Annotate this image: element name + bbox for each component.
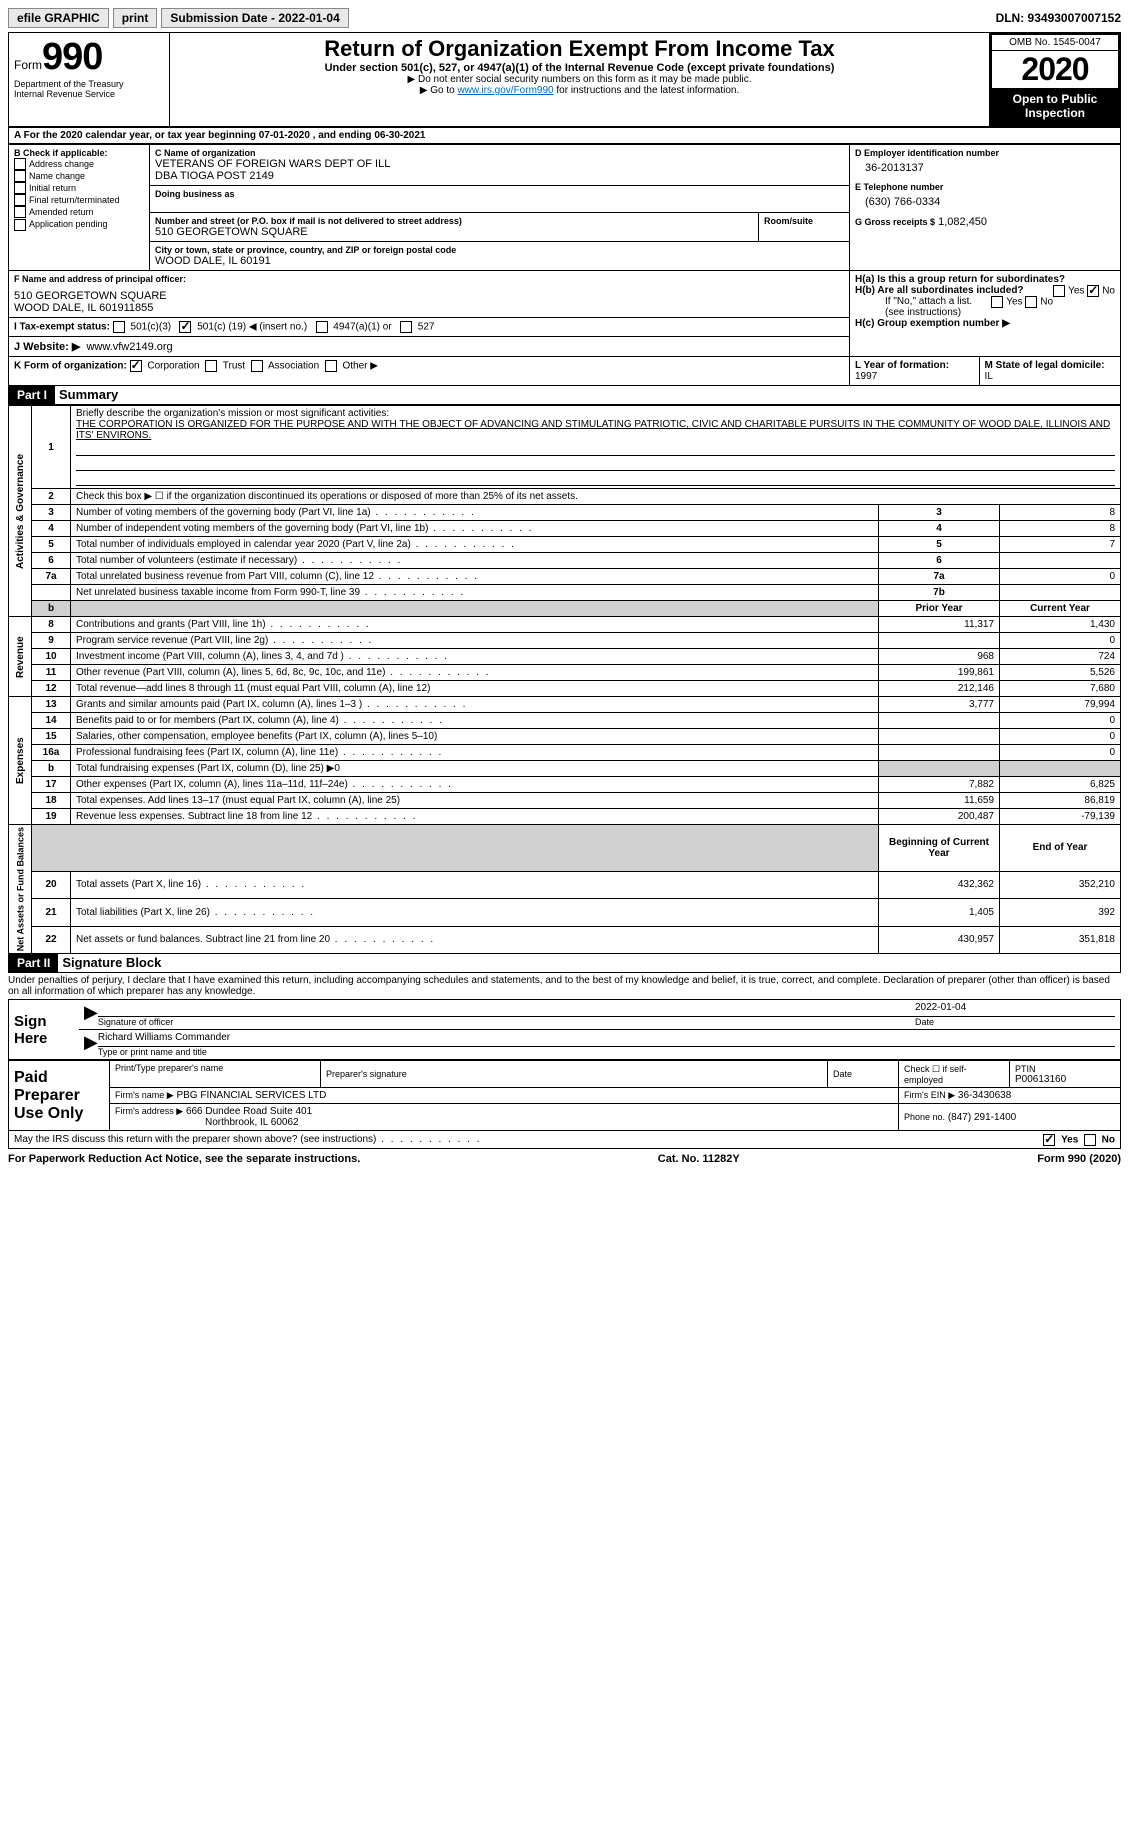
h-b-note: If "No," attach a list. (see instruction… (855, 296, 1115, 318)
phone-value: (630) 766-0334 (855, 192, 1115, 216)
sig-date-label: Date (915, 1017, 1115, 1027)
box-j-label: J Website: ▶ (14, 341, 80, 353)
form-title: Return of Organization Exempt From Incom… (175, 36, 984, 62)
h-c: H(c) Group exemption number ▶ (855, 318, 1115, 329)
footer-left: For Paperwork Reduction Act Notice, see … (8, 1153, 360, 1165)
website-value: www.vfw2149.org (86, 341, 172, 353)
street-addr: 510 GEORGETOWN SQUARE (155, 226, 753, 238)
top-bar: efile GRAPHIC print Submission Date - 20… (8, 8, 1121, 28)
dba-label: Doing business as (155, 189, 844, 199)
footer-right: Form 990 (2020) (1037, 1153, 1121, 1165)
chk-4947[interactable] (316, 321, 328, 333)
instr-pre: ▶ Go to (420, 85, 458, 96)
period-line: A For the 2020 calendar year, or tax yea… (8, 128, 1121, 144)
chk-trust[interactable] (205, 360, 217, 372)
chk-initial[interactable]: Initial return (14, 182, 144, 194)
box-k-label: K Form of organization: (14, 361, 127, 372)
q1-answer: THE CORPORATION IS ORGANIZED FOR THE PUR… (76, 419, 1110, 441)
chk-address[interactable]: Address change (14, 158, 144, 170)
signature-table: Sign Here ▶ Signature of officer 2022-01… (8, 999, 1121, 1060)
q1-text: Briefly describe the organization's miss… (76, 408, 389, 419)
side-expenses: Expenses (9, 697, 32, 825)
form-header: Form 990 Department of the Treasury Inte… (8, 32, 1121, 128)
may-irs-row: May the IRS discuss this return with the… (8, 1131, 1121, 1149)
box-d-label: D Employer identification number (855, 148, 1115, 158)
chk-527[interactable] (400, 321, 412, 333)
chk-other[interactable] (325, 360, 337, 372)
form-990-logo: Form 990 (14, 36, 164, 79)
page-footer: For Paperwork Reduction Act Notice, see … (8, 1153, 1121, 1165)
tax-year: 2020 (992, 51, 1118, 88)
side-activities: Activities & Governance (9, 406, 32, 617)
chk-pending[interactable]: Application pending (14, 218, 144, 230)
room-label: Room/suite (764, 216, 844, 226)
side-revenue: Revenue (9, 617, 32, 697)
officer-addr1: 510 GEORGETOWN SQUARE (14, 290, 844, 302)
chk-501c3[interactable] (113, 321, 125, 333)
chk-assoc[interactable] (251, 360, 263, 372)
sig-officer-label: Signature of officer (98, 1017, 915, 1027)
form-word: Form (14, 58, 42, 72)
officer-addr2: WOOD DALE, IL 601911855 (14, 302, 844, 314)
city-value: WOOD DALE, IL 60191 (155, 255, 844, 267)
submission-date: Submission Date - 2022-01-04 (161, 8, 348, 28)
dept-treasury: Department of the Treasury (14, 79, 164, 89)
irs-link[interactable]: www.irs.gov/Form990 (457, 85, 553, 96)
form-subtitle: Under section 501(c), 527, or 4947(a)(1)… (175, 62, 984, 74)
ein-value: 36-2013137 (855, 158, 1115, 182)
sign-here-label: Sign Here (9, 1000, 80, 1060)
omb-number: OMB No. 1545-0047 (992, 35, 1118, 51)
officer-name: Richard Williams Commander (98, 1032, 1115, 1047)
box-f-label: F Name and address of principal officer: (14, 274, 844, 284)
instr-post: for instructions and the latest informat… (554, 85, 740, 96)
sig-arrow-icon-2: ▶ (84, 1032, 98, 1057)
box-b-header: B Check if applicable: (14, 148, 144, 158)
preparer-table: Paid Preparer Use Only Print/Type prepar… (8, 1060, 1121, 1131)
chk-corp[interactable] (130, 360, 142, 372)
part-i-header: Part ISummary (8, 386, 1121, 405)
box-c-name-label: C Name of organization (155, 148, 844, 158)
dln-label: DLN: 93493007007152 (996, 11, 1121, 25)
footer-mid: Cat. No. 11282Y (658, 1153, 740, 1165)
instr-ssn: ▶ Do not enter social security numbers o… (175, 74, 984, 85)
side-netassets: Net Assets or Fund Balances (9, 825, 32, 954)
instr-goto: ▶ Go to www.irs.gov/Form990 for instruct… (175, 85, 984, 96)
org-name-2: DBA TIOGA POST 2149 (155, 170, 844, 182)
type-name-label: Type or print name and title (98, 1047, 1115, 1057)
efile-button[interactable]: efile GRAPHIC (8, 8, 109, 28)
sig-date-value: 2022-01-04 (915, 1002, 1115, 1017)
part-i-table: Activities & Governance 1 Briefly descri… (8, 405, 1121, 954)
h-a: H(a) Is this a group return for subordin… (855, 274, 1115, 285)
part-ii-header: Part IISignature Block (8, 954, 1121, 973)
chk-discuss-yes[interactable] (1043, 1134, 1055, 1146)
irs-label: Internal Revenue Service (14, 89, 164, 99)
chk-discuss-no[interactable] (1084, 1134, 1096, 1146)
paid-preparer-label: Paid Preparer Use Only (9, 1061, 110, 1131)
entity-info-table: B Check if applicable: Address change Na… (8, 144, 1121, 386)
q1-num: 1 (32, 406, 71, 489)
chk-501c[interactable] (179, 321, 191, 333)
form-number: 990 (42, 36, 102, 79)
chk-name[interactable]: Name change (14, 170, 144, 182)
print-button[interactable]: print (113, 8, 158, 28)
chk-final[interactable]: Final return/terminated (14, 194, 144, 206)
sig-arrow-icon: ▶ (84, 1002, 98, 1027)
year-box: OMB No. 1545-0047 2020 Open to Public In… (990, 33, 1120, 126)
box-g: G Gross receipts $ 1,082,450 (855, 216, 1115, 228)
open-public-badge: Open to Public Inspection (992, 88, 1118, 124)
box-e-label: E Telephone number (855, 182, 1115, 192)
q2-text: Check this box ▶ ☐ if the organization d… (71, 489, 1121, 505)
declaration-text: Under penalties of perjury, I declare th… (8, 973, 1121, 999)
org-name-1: VETERANS OF FOREIGN WARS DEPT OF ILL (155, 158, 844, 170)
city-label: City or town, state or province, country… (155, 245, 844, 255)
chk-amended[interactable]: Amended return (14, 206, 144, 218)
box-i-label: I Tax-exempt status: (14, 322, 110, 333)
addr-label: Number and street (or P.O. box if mail i… (155, 216, 753, 226)
